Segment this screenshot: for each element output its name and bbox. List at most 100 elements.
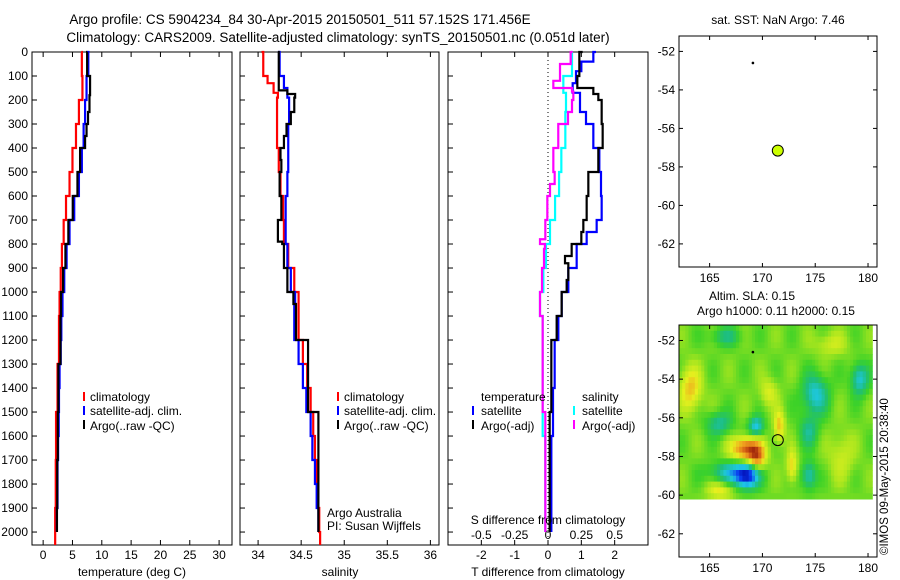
heatmap-cell (821, 493, 826, 500)
heatmap-cell (812, 406, 816, 413)
heatmap-cell (837, 429, 842, 436)
heatmap-cell (777, 325, 781, 332)
heatmap-cell (850, 470, 854, 477)
legend-label-argo: Argo(..raw -QC) (90, 419, 175, 433)
heatmap-cell (720, 354, 724, 361)
heatmap-cell (831, 330, 835, 338)
heatmap-cell (786, 417, 791, 425)
heatmap-cell (694, 429, 699, 436)
heatmap-cell (691, 435, 696, 442)
heatmap-cell (856, 383, 861, 390)
heatmap-cell (846, 458, 851, 465)
heatmap-cell (812, 365, 816, 372)
heatmap-cell (723, 435, 728, 442)
heatmap-cell (780, 388, 785, 396)
heatmap-cell (783, 412, 788, 419)
heatmap-cell (770, 365, 775, 372)
heatmap-cell (840, 470, 845, 477)
heatmap-cell (698, 394, 702, 401)
heatmap-cell (859, 394, 864, 401)
heatmap-cell (793, 348, 797, 355)
heatmap-cell (827, 406, 832, 413)
heatmap-cell (827, 377, 832, 384)
heatmap-cell (865, 371, 870, 378)
heatmap-cell (843, 470, 848, 477)
heatmap-cell (761, 365, 766, 372)
heatmap-cell (865, 487, 870, 494)
heatmap-cell (688, 348, 693, 355)
heatmap-cell (742, 400, 747, 407)
lat-tick-label: -52 (658, 333, 676, 347)
heatmap-cell (745, 493, 750, 500)
heatmap-cell (786, 464, 791, 471)
heatmap-cell (751, 342, 756, 349)
heatmap-cell (808, 493, 813, 500)
heatmap-cell (783, 417, 788, 425)
heatmap-cell (865, 458, 870, 465)
heatmap-cell (723, 470, 728, 477)
heatmap-cell (679, 371, 683, 378)
heatmap-cell (796, 336, 800, 343)
heatmap-cell (793, 423, 797, 430)
heatmap-cell (802, 493, 807, 500)
heatmap-cell (853, 435, 857, 442)
heatmap-cell (856, 412, 861, 419)
heatmap-cell (821, 365, 826, 372)
heatmap-cell (710, 429, 715, 436)
depth-tick-label: 1400 (1, 381, 28, 395)
heatmap-cell (729, 417, 734, 425)
heatmap-cell (821, 400, 826, 407)
heatmap-cell (815, 377, 819, 384)
heatmap-cell (783, 406, 788, 413)
heatmap-cell (707, 336, 712, 343)
heatmap-cell (802, 406, 807, 413)
heatmap-cell (777, 377, 781, 384)
heatmap-cell (748, 406, 753, 413)
heatmap-cell (850, 493, 854, 500)
heatmap-cell (837, 342, 842, 349)
heatmap-cell (758, 441, 762, 448)
heatmap-cell (717, 475, 721, 483)
heatmap-cell (717, 371, 721, 378)
heatmap-cell (720, 441, 724, 448)
heatmap-cell (748, 441, 753, 448)
heatmap-cell (837, 406, 842, 413)
heatmap-cell (869, 435, 873, 442)
legend-marker-satellite (337, 406, 339, 415)
heatmap-cell (777, 394, 781, 401)
heatmap-cell (777, 348, 781, 355)
heatmap-cell (843, 354, 848, 361)
heatmap-cell (767, 441, 772, 448)
heatmap-cell (837, 371, 842, 378)
heatmap-cell (770, 487, 775, 494)
heatmap-cell (729, 388, 734, 396)
heatmap-cell (732, 330, 737, 338)
heatmap-cell (704, 325, 708, 332)
heatmap-cell (745, 458, 750, 465)
heatmap-cell (720, 412, 724, 419)
heatmap-cell (831, 388, 835, 396)
heatmap-cell (818, 377, 823, 384)
heatmap-cell (827, 475, 832, 483)
heatmap-cell (799, 406, 804, 413)
heatmap-cell (701, 458, 705, 465)
heatmap-cell (818, 493, 823, 500)
heatmap-cell (805, 452, 810, 459)
heatmap-cell (745, 481, 750, 488)
heatmap-cell (805, 417, 810, 425)
heatmap-cell (770, 400, 775, 407)
heatmap-cell (850, 342, 854, 349)
heatmap-cell (761, 423, 766, 430)
heatmap-cell (707, 400, 712, 407)
heatmap-cell (701, 446, 705, 454)
heatmap-cell (736, 371, 740, 378)
heatmap-cell (862, 330, 867, 338)
heatmap-cell (865, 342, 870, 349)
heatmap-cell (824, 452, 829, 459)
heatmap-cell (843, 400, 848, 407)
heatmap-cell (770, 458, 775, 465)
heatmap-cell (767, 493, 772, 500)
heatmap-cell (780, 452, 785, 459)
heatmap-cell (808, 470, 813, 477)
heatmap-cell (691, 423, 696, 430)
